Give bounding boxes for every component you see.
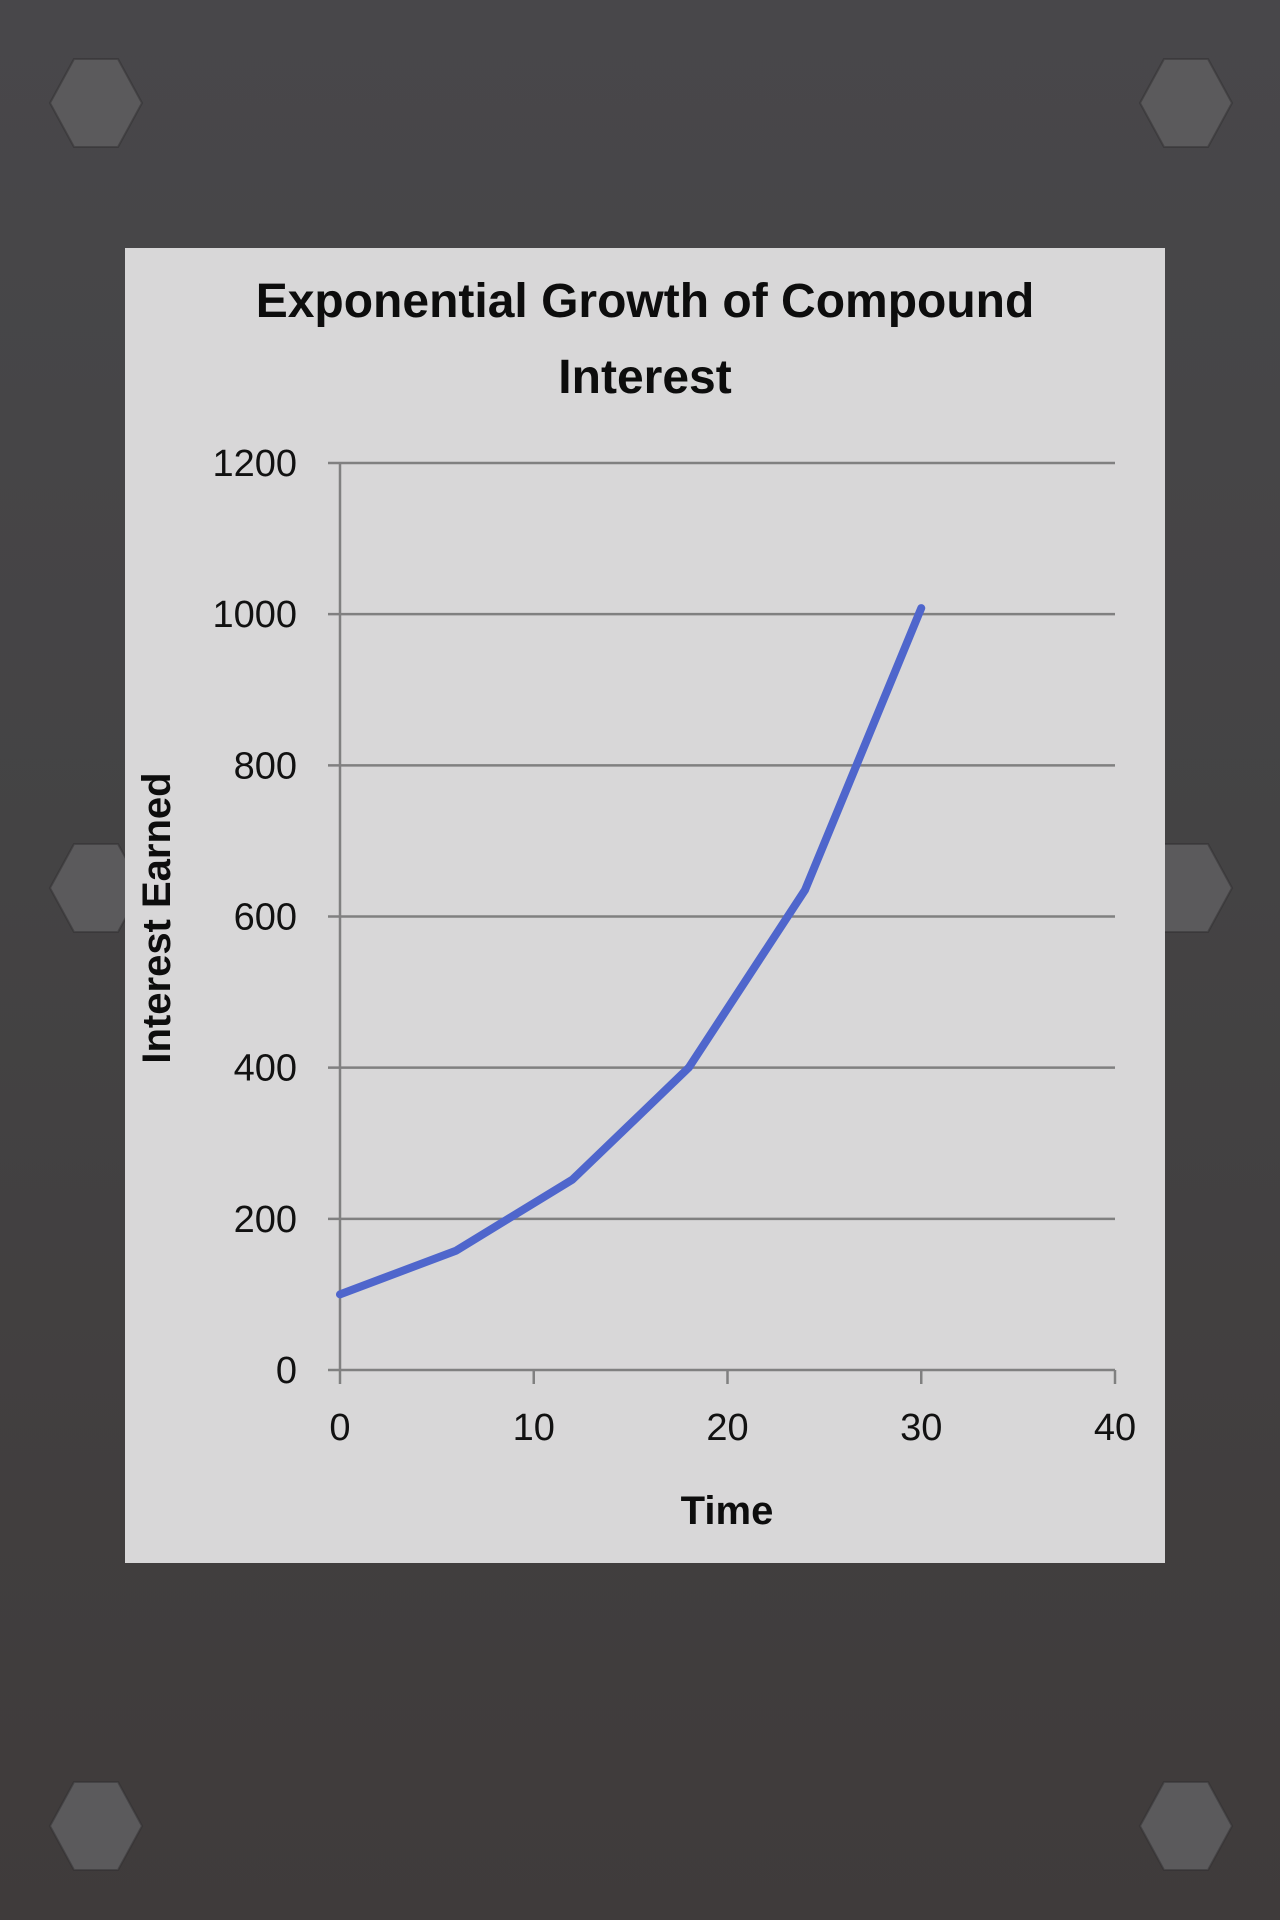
chart-title-line-2: Interest	[558, 351, 732, 404]
data-point	[338, 1292, 342, 1297]
x-tick-label: 40	[1094, 1407, 1136, 1449]
y-tick-label: 600	[234, 897, 297, 939]
line-chart: 0 200 400 600 800 1000 1200 0 10 20 30 40 Time Inte…	[135, 443, 1136, 1533]
series-line	[336, 604, 926, 1299]
data-point	[686, 1065, 691, 1070]
chart-title: Exponential Growth of Compound Interest	[125, 264, 1165, 416]
y-axis-title: Interest Earned	[135, 772, 179, 1063]
y-tick-label: 400	[234, 1048, 297, 1090]
x-tick-label: 20	[706, 1407, 748, 1449]
y-tick-label: 800	[234, 745, 297, 787]
y-tick-label: 1000	[212, 594, 297, 636]
data-point	[454, 1248, 459, 1253]
hex-bolt-icon	[48, 840, 144, 936]
x-tick-label: 10	[513, 1407, 555, 1449]
gridlines	[328, 461, 1115, 1221]
data-point	[803, 888, 807, 893]
hex-bolt-icon	[1138, 1778, 1234, 1874]
axes	[328, 463, 1117, 1384]
x-tick-label: 30	[900, 1407, 942, 1449]
tick-labels: 0 200 400 600 800 1000 1200 0 10 20 30 40	[212, 443, 1136, 1449]
y-tick-label: 0	[276, 1350, 297, 1392]
hex-bolt-icon	[1138, 55, 1234, 151]
series-layer	[336, 604, 926, 1299]
chart-title-line-1: Exponential Growth of Compound	[255, 275, 1035, 328]
y-tick-label: 1200	[212, 443, 297, 485]
y-tick-label: 200	[234, 1199, 297, 1241]
chart-card: Exponential Growth of Compound Interest …	[125, 248, 1165, 1563]
x-tick-label: 0	[329, 1407, 350, 1449]
x-axis-title: Time	[681, 1489, 774, 1533]
data-point	[919, 606, 924, 611]
hex-bolt-icon	[48, 1778, 144, 1874]
data-point	[570, 1177, 575, 1182]
hex-bolt-icon	[48, 55, 144, 151]
